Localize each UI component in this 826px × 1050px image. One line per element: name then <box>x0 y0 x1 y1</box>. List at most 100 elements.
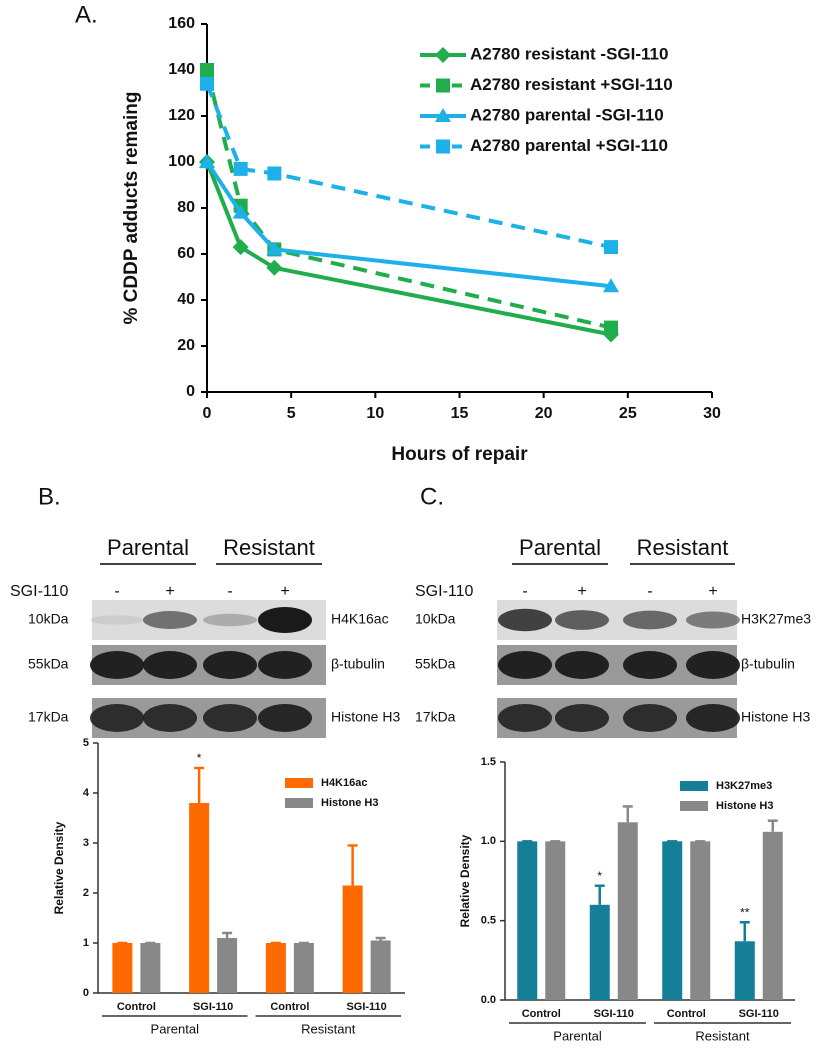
error-bar <box>622 805 633 823</box>
blot-band <box>555 651 609 679</box>
marker <box>266 259 283 276</box>
x-tick-label: Control <box>522 1008 561 1020</box>
lane-sign: + <box>165 583 174 600</box>
x-tick-label: SGI-110 <box>193 1001 233 1013</box>
y-tick-label: 5 <box>83 737 89 749</box>
error-bar <box>222 931 233 938</box>
bar <box>589 904 610 1000</box>
group-label: Parental <box>151 1021 200 1036</box>
x-tick-label: 20 <box>535 405 553 422</box>
lane-sign: + <box>280 583 289 600</box>
y-tick-label: 0 <box>83 987 89 999</box>
blot-band <box>258 607 312 633</box>
treatment-label: SGI-110 <box>10 583 69 600</box>
bar <box>112 943 133 993</box>
blot-band <box>498 608 552 632</box>
bar <box>189 803 210 993</box>
marker <box>266 241 283 256</box>
series-line <box>205 161 612 337</box>
x-tick-label: SGI-110 <box>739 1008 779 1020</box>
significance-mark: * <box>597 869 602 883</box>
legend-label: A2780 resistant +SGI-110 <box>470 75 673 94</box>
size-marker: 10kDa <box>415 611 456 627</box>
y-tick-label: 0.5 <box>481 915 496 927</box>
y-tick-label: 4 <box>83 787 90 799</box>
x-tick-label: SGI-110 <box>346 1001 386 1013</box>
y-tick-label: 1.5 <box>481 756 496 768</box>
band-label: H4K16ac <box>331 611 389 627</box>
marker <box>233 161 248 176</box>
blot-band <box>623 610 677 630</box>
marker <box>199 154 215 168</box>
bar <box>517 841 538 1000</box>
error-bar <box>739 921 750 942</box>
error-bar <box>767 819 778 832</box>
blot-band <box>498 651 552 679</box>
band-label: Histone H3 <box>331 709 400 725</box>
size-marker: 17kDa <box>415 709 456 725</box>
blot-band <box>143 704 197 732</box>
bar <box>342 885 363 993</box>
y-axis-label: % CDDP adducts remaing <box>121 92 142 325</box>
blot-band <box>555 610 609 630</box>
group-label: Resistant <box>223 535 315 560</box>
marker <box>603 278 619 293</box>
bar <box>662 841 683 1000</box>
error-bar <box>347 844 358 886</box>
blot-band <box>143 611 197 629</box>
bar <box>293 943 314 993</box>
panel-label: B. <box>38 483 61 510</box>
y-tick-label: 80 <box>177 199 195 216</box>
x-tick-label: 10 <box>366 405 384 422</box>
y-axis-label: Relative Density <box>52 821 66 914</box>
y-tick-label: 1 <box>83 937 89 949</box>
significance-mark: ** <box>740 905 750 919</box>
marker <box>604 320 618 335</box>
legend-swatch <box>285 778 313 788</box>
lane-sign: - <box>114 583 119 600</box>
blot-band <box>203 613 257 627</box>
blot-band <box>90 704 144 732</box>
significance-mark: * <box>197 751 202 765</box>
size-marker: 10kDa <box>28 611 69 627</box>
blot-band <box>143 651 197 679</box>
group-label: Parental <box>553 1028 602 1043</box>
legend-label: A2780 resistant -SGI-110 <box>470 44 668 63</box>
marker <box>267 166 282 181</box>
y-tick-label: 2 <box>83 887 89 899</box>
marker <box>232 204 249 219</box>
lane-sign: + <box>577 583 586 600</box>
legend-swatch <box>680 781 708 791</box>
group-label: Resistant <box>301 1021 356 1036</box>
band-label: β-tubulin <box>331 656 385 672</box>
y-tick-label: 140 <box>168 61 195 78</box>
series-line <box>205 160 612 289</box>
x-tick-label: SGI-110 <box>594 1008 634 1020</box>
marker <box>200 76 214 91</box>
legend-label: Histone H3 <box>716 800 773 812</box>
x-tick-label: 25 <box>619 405 637 422</box>
legend-label: Histone H3 <box>321 797 378 809</box>
marker <box>436 139 450 154</box>
y-tick-label: 40 <box>177 291 195 308</box>
bar <box>140 943 161 993</box>
x-tick-label: 15 <box>451 405 469 422</box>
bar <box>734 941 755 1000</box>
marker <box>200 63 214 77</box>
panel-label: A. <box>75 1 98 28</box>
error-bar <box>375 936 386 941</box>
x-tick-label: Control <box>270 1001 309 1013</box>
blot-band <box>203 651 257 679</box>
series-line <box>205 69 612 330</box>
lane-sign: - <box>227 583 232 600</box>
marker <box>435 108 451 122</box>
blot-band <box>555 704 609 732</box>
blot-band <box>258 651 312 679</box>
y-tick-label: 60 <box>177 245 195 262</box>
panel-label: C. <box>420 483 444 510</box>
y-tick-label: 120 <box>168 107 195 124</box>
group-label: Parental <box>519 535 601 560</box>
size-marker: 17kDa <box>28 709 69 725</box>
size-marker: 55kDa <box>28 656 69 672</box>
band-label: H3K27me3 <box>741 611 811 627</box>
